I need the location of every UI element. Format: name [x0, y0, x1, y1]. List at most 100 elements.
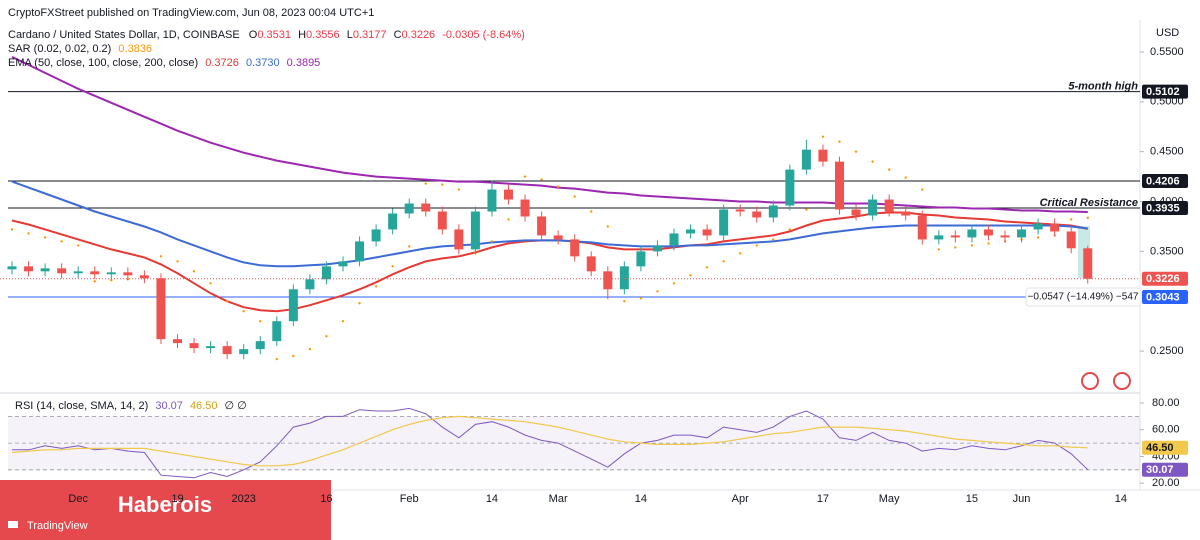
legend-line: SAR (0.02, 0.02, 0.2) 0.3836: [8, 43, 152, 55]
sar-dot: [821, 135, 825, 138]
y-tick-label: 0.5500: [1150, 46, 1184, 58]
overlay: Haberois TradingView Dec 19 2023 16 Feb 14 Mar…: [0, 84, 1188, 540]
rsi-line: [12, 407, 1089, 479]
candle-body: [57, 268, 67, 274]
sar-dot: [43, 236, 47, 239]
sar-dot: [838, 140, 841, 143]
ema-value: 0.3726: [205, 57, 239, 69]
x-tick-label: 17: [817, 493, 829, 505]
sar-dot: [1036, 236, 1040, 239]
x-tick-label: 16: [320, 493, 332, 505]
candle-body: [983, 229, 993, 236]
x-tick-label: 14: [635, 493, 647, 505]
candle-body: [636, 251, 646, 267]
sar-dot: [639, 297, 643, 300]
candle-body: [371, 229, 381, 242]
candle-body: [73, 271, 83, 274]
x-tick-label: Feb: [400, 493, 419, 505]
candle-body: [487, 189, 497, 212]
candle-body: [934, 235, 944, 240]
sar-dot: [325, 334, 328, 338]
candle-body: [338, 261, 348, 267]
price-tag-box: [1142, 271, 1188, 286]
ohlc-label: H: [298, 29, 306, 41]
candle-body: [404, 203, 414, 214]
y-tick-label: 80.00: [1152, 397, 1180, 409]
candle-body: [719, 209, 729, 236]
sar-dot: [722, 260, 725, 263]
candle-body: [851, 209, 861, 216]
candle-body: [917, 215, 927, 240]
x-tick-label: Dec: [68, 493, 88, 505]
candle-body: [106, 272, 116, 275]
sar-dot: [1086, 216, 1089, 220]
rsi-band: [8, 416, 1140, 470]
candle-body: [586, 256, 596, 272]
sar-dot: [755, 244, 758, 247]
sar-dot: [904, 176, 907, 179]
sar-dot: [159, 255, 163, 258]
event-icon[interactable]: [1113, 372, 1131, 390]
candle-body: [24, 266, 34, 272]
candle-body: [239, 349, 249, 355]
ohlc-label: O: [249, 29, 258, 41]
candle-body: [470, 211, 480, 250]
candle-body: [1017, 229, 1027, 238]
legend-line: Cardano / United States Dollar, 1D, COIN…: [8, 29, 525, 41]
sar-dot: [242, 310, 245, 313]
sar-dot: [590, 210, 593, 213]
candle-body: [603, 271, 613, 290]
candle-body: [818, 149, 828, 162]
candle-body: [735, 209, 745, 212]
candle-body: [1033, 223, 1043, 230]
sar-dot: [805, 208, 808, 211]
rsi-tag-box: [1142, 462, 1188, 477]
event-icon[interactable]: [1081, 372, 1099, 390]
x-tick-label: Jun: [1013, 493, 1031, 505]
candle-body: [1066, 231, 1076, 249]
candle-body: [868, 199, 878, 216]
ema-line: [11, 180, 1088, 268]
rsi-sma-value: 46.50: [190, 400, 218, 412]
sar-dot: [556, 185, 560, 188]
level-tag-box: [1142, 84, 1188, 99]
rsi-value: 30.07: [155, 400, 183, 412]
y-tick-label: 60.00: [1152, 424, 1180, 436]
candle-body: [752, 211, 762, 218]
rsi-tag: 46.50: [1146, 442, 1174, 454]
level-label: Critical Resistance: [1040, 197, 1138, 209]
price-tag: 0.3226: [1146, 273, 1180, 285]
x-tick-label: 2023: [231, 493, 255, 505]
rsi-tag-box: [1142, 440, 1188, 455]
sar-dot: [954, 246, 957, 249]
change: -0.0305 (-8.64%): [442, 29, 525, 41]
marks: 0.55000.50000.45000.40000.35000.25005-mo…: [0, 46, 1184, 489]
y-tick-label: 0.5000: [1150, 96, 1184, 108]
candle-body: [570, 239, 580, 257]
level-tag: 0.3043: [1146, 291, 1180, 303]
sar-dot: [937, 248, 940, 251]
sar-dot: [10, 228, 14, 231]
candle-body: [835, 161, 844, 210]
x-tick-label: Apr: [732, 493, 749, 505]
sar-dot: [987, 242, 990, 245]
x-tick-label: May: [879, 493, 900, 505]
sar-dot: [176, 260, 179, 263]
sar-dot: [374, 285, 378, 288]
sar-dot: [705, 266, 709, 269]
candle-body: [90, 271, 100, 275]
candle-body: [305, 279, 315, 290]
sar-dot: [672, 282, 676, 285]
candle-body: [40, 268, 50, 272]
sar-dot: [225, 300, 229, 303]
x-tick-label: 15: [966, 493, 978, 505]
candle-body: [504, 189, 513, 200]
level-tag: 0.5102: [1146, 86, 1180, 98]
sar-dot: [457, 188, 461, 191]
sar-dot: [788, 228, 792, 231]
sar-dot: [573, 195, 576, 198]
candle-body: [537, 216, 547, 236]
sar-dot: [27, 232, 30, 235]
ema-value: 0.3895: [287, 57, 321, 69]
